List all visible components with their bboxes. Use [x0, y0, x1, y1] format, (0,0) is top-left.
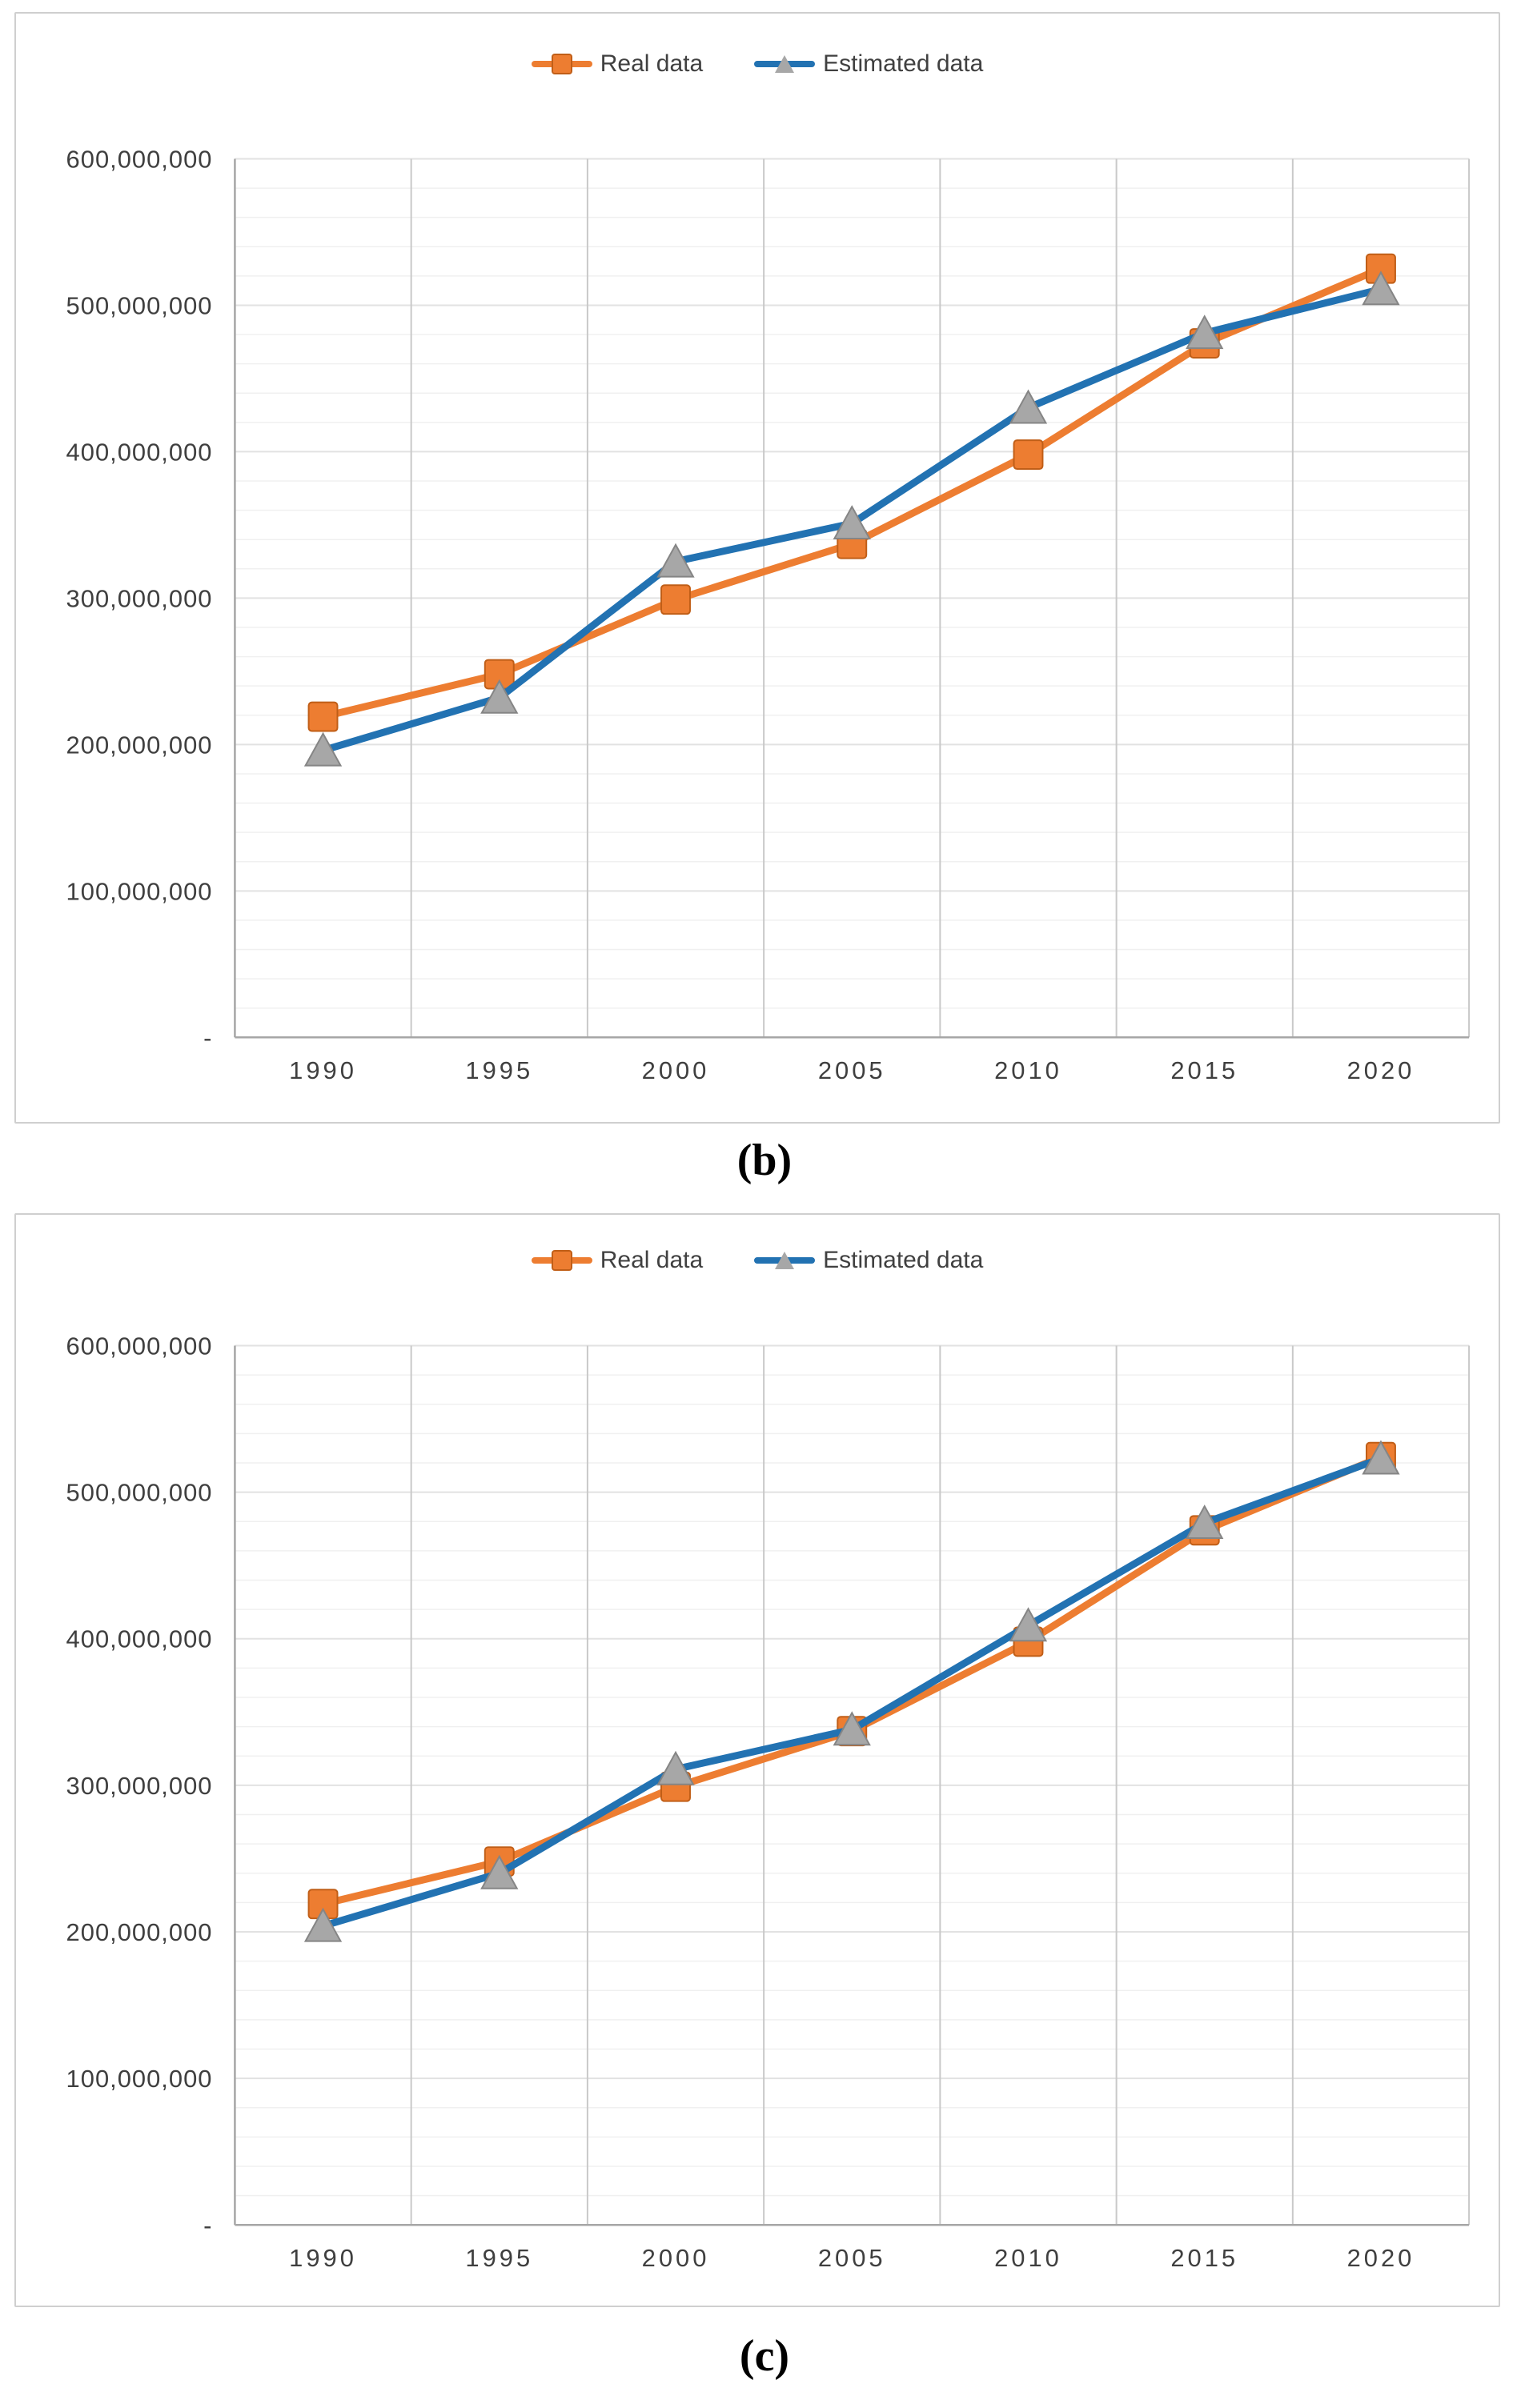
marker-triangle-estimated-data	[480, 1854, 519, 1889]
y-axis-label: 300,000,000	[66, 1772, 213, 1800]
x-axis-label: 2005	[818, 1056, 886, 1084]
y-axis-label: 400,000,000	[66, 438, 213, 466]
x-axis-label: 2020	[1347, 2244, 1415, 2272]
legend-label-estimated: Estimated data	[823, 1247, 984, 1273]
marker-square-real-data	[660, 584, 691, 615]
series-line-real-data	[319, 1453, 1385, 1908]
caption-c: (c)	[739, 2331, 790, 2381]
legend-item-estimated: Estimated data	[754, 50, 983, 78]
marker-triangle-estimated-data	[833, 505, 871, 540]
y-axis-label: 600,000,000	[66, 1332, 213, 1360]
marker-triangle-estimated-data	[480, 679, 519, 714]
marker-triangle-estimated-data	[303, 731, 343, 767]
y-axis-label: 500,000,000	[66, 1479, 213, 1507]
real-data-legend-marker	[531, 52, 592, 76]
y-axis-label: 400,000,000	[66, 1625, 213, 1653]
marker-triangle-estimated-data	[303, 1907, 343, 1942]
y-axis-label: -	[203, 2211, 212, 2239]
y-axis-label: 100,000,000	[66, 2065, 213, 2093]
marker-triangle-estimated-data	[833, 1711, 871, 1746]
y-axis-label: 500,000,000	[66, 291, 213, 319]
square-marker-icon	[551, 1250, 572, 1271]
y-axis-label: -	[203, 1024, 212, 1052]
y-axis-label: 300,000,000	[66, 584, 213, 612]
x-axis-label: 2000	[642, 2244, 710, 2272]
real-data-legend-marker	[531, 1248, 592, 1272]
legend-c: Real data Estimated data	[16, 1247, 1499, 1274]
y-axis-label: 100,000,000	[66, 877, 213, 905]
chart-c-plot: 600,000,000 500,000,000 400,000,000 300,000…	[66, 1332, 1471, 2272]
legend-item-real: Real data	[531, 50, 704, 78]
series-line-real-data	[319, 265, 1385, 721]
marker-triangle-estimated-data	[656, 543, 695, 578]
x-axis-label: 2010	[994, 2244, 1062, 2272]
legend-item-real: Real data	[531, 1247, 704, 1274]
legend-label-real: Real data	[600, 1247, 704, 1273]
x-axis-label: 2020	[1347, 1056, 1415, 1084]
legend-label-estimated: Estimated data	[823, 50, 984, 77]
x-axis-label: 1990	[289, 2244, 357, 2272]
x-axis-label: 2000	[642, 1056, 710, 1084]
marker-triangle-estimated-data	[1009, 1607, 1048, 1642]
x-axis-label: 2010	[994, 1056, 1062, 1084]
triangle-marker-icon	[775, 1252, 795, 1269]
marker-triangle-estimated-data	[1362, 1440, 1400, 1475]
marker-square-real-data	[307, 701, 339, 732]
square-marker-icon	[551, 54, 572, 74]
chart-panel-b: 600,000,000 500,000,000 400,000,000 300,000…	[14, 12, 1500, 1124]
marker-triangle-estimated-data	[1009, 389, 1048, 424]
x-axis-label: 1995	[465, 2244, 533, 2272]
estimated-data-legend-marker	[754, 1248, 816, 1272]
y-axis-label: 200,000,000	[66, 1918, 213, 1946]
triangle-marker-icon	[775, 55, 795, 73]
x-axis-label: 2015	[1170, 2244, 1238, 2272]
marker-square-real-data	[1013, 439, 1044, 471]
marker-triangle-estimated-data	[1186, 315, 1224, 350]
y-axis-label: 600,000,000	[66, 145, 213, 173]
legend-item-estimated: Estimated data	[754, 1247, 983, 1274]
chart-b-plot: 600,000,000 500,000,000 400,000,000 300,000…	[66, 145, 1471, 1084]
marker-triangle-estimated-data	[656, 1750, 695, 1785]
x-axis-label: 1995	[465, 1056, 533, 1084]
marker-triangle-estimated-data	[1362, 270, 1400, 306]
estimated-data-legend-marker	[754, 52, 816, 76]
x-axis-label: 2015	[1170, 1056, 1238, 1084]
legend-label-real: Real data	[600, 50, 704, 77]
caption-b: (b)	[736, 1136, 793, 1185]
series-line-estimated-data	[319, 1455, 1385, 1930]
x-axis-label: 2005	[818, 2244, 886, 2272]
y-axis-label: 200,000,000	[66, 731, 213, 759]
legend-b: Real data Estimated data	[16, 50, 1499, 78]
marker-triangle-estimated-data	[1186, 1504, 1224, 1540]
chart-panel-c: 600,000,000 500,000,000 400,000,000 300,000…	[14, 1213, 1500, 2307]
x-axis-label: 1990	[289, 1056, 357, 1084]
